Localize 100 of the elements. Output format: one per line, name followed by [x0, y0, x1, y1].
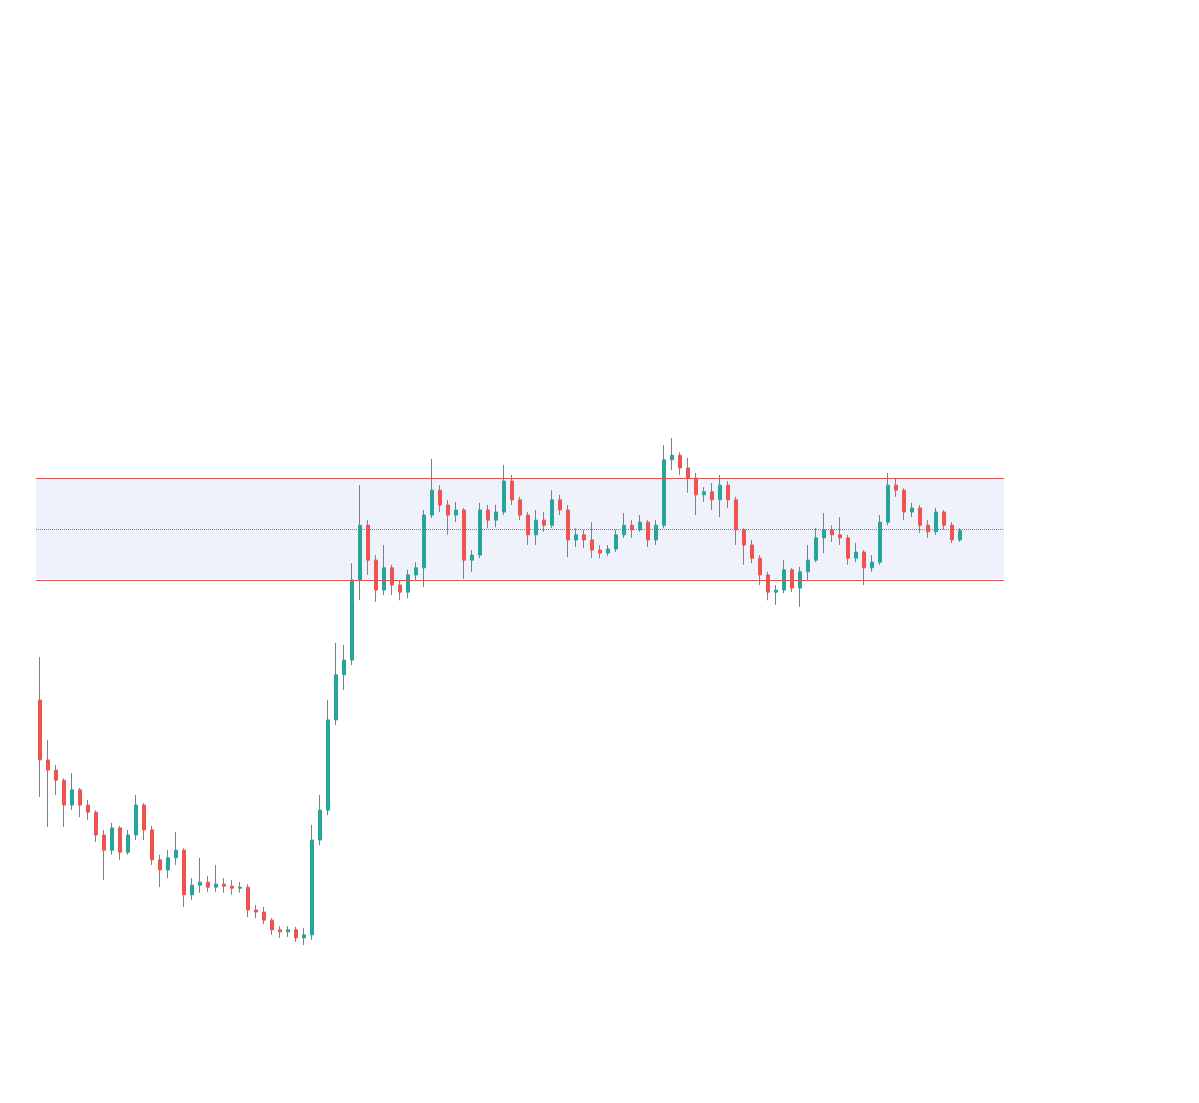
candlestick	[390, 564, 394, 596]
candlestick	[526, 511, 530, 546]
candlestick	[846, 534, 850, 566]
candlestick	[62, 777, 66, 828]
candlestick	[806, 544, 810, 581]
candlestick	[734, 496, 738, 546]
candlestick	[326, 699, 330, 816]
candlestick	[366, 519, 370, 576]
candlestick	[206, 875, 210, 893]
candlestick	[766, 571, 770, 601]
candlestick	[166, 849, 170, 879]
candlestick	[286, 925, 290, 938]
candlestick	[294, 926, 298, 943]
candlestick	[126, 829, 130, 856]
candlestick	[502, 464, 506, 516]
candlestick	[726, 480, 730, 509]
candlestick	[710, 482, 714, 511]
candlestick	[694, 472, 698, 516]
candlestick	[262, 906, 266, 925]
candlestick	[702, 486, 706, 503]
candlestick	[838, 516, 842, 546]
candlestick	[70, 772, 74, 811]
candlestick	[86, 799, 90, 821]
candlestick	[830, 524, 834, 543]
candlestick	[590, 521, 594, 559]
candlestick	[718, 474, 722, 518]
candlestick	[246, 883, 250, 918]
candlestick	[486, 504, 490, 529]
candlestick	[150, 825, 154, 866]
candlestick	[182, 847, 186, 908]
candlestick	[318, 794, 322, 846]
candlestick	[54, 764, 58, 796]
candlestick	[110, 822, 114, 856]
candlestick	[542, 511, 546, 533]
candlestick	[406, 569, 410, 599]
candlestick	[350, 562, 354, 666]
candlestick	[614, 529, 618, 553]
candlestick	[342, 644, 346, 691]
candlestick	[230, 879, 234, 896]
candlestick	[46, 739, 50, 828]
candlestick	[606, 544, 610, 557]
candlestick	[494, 504, 498, 528]
candlestick	[598, 544, 602, 559]
candlestick	[278, 925, 282, 939]
candlestick	[582, 529, 586, 549]
candlestick	[782, 559, 786, 594]
candlestick	[670, 437, 674, 471]
candlestick	[118, 825, 122, 861]
candlestick	[510, 474, 514, 506]
candlestick	[870, 554, 874, 573]
candlestick	[94, 809, 98, 843]
candlestick	[438, 484, 442, 513]
candlestick	[558, 494, 562, 516]
candlestick	[918, 504, 922, 534]
candlestick	[254, 904, 258, 919]
candlestick	[854, 542, 858, 563]
candlestick	[686, 457, 690, 494]
candlestick	[270, 917, 274, 936]
candlestick	[566, 504, 570, 558]
candlestick	[646, 519, 650, 548]
candlestick	[190, 877, 194, 901]
candlestick	[198, 857, 202, 894]
candlestick	[398, 579, 402, 601]
candlestick	[142, 802, 146, 841]
candlestick	[462, 507, 466, 580]
candlestick	[38, 656, 42, 798]
candlestick	[758, 554, 762, 586]
candlestick	[550, 489, 554, 529]
candlestick	[214, 864, 218, 893]
candlestick	[334, 642, 338, 726]
candlestick	[158, 854, 162, 888]
candlestick	[238, 881, 242, 894]
candlestick	[310, 824, 314, 941]
candlestick	[910, 502, 914, 518]
candlestick	[902, 487, 906, 521]
candlestick	[862, 549, 866, 586]
candlestick	[454, 501, 458, 523]
candlestick	[414, 561, 418, 581]
candlestick	[446, 499, 450, 536]
candlestick	[926, 519, 930, 539]
candlestick	[222, 877, 226, 894]
candlestick	[302, 927, 306, 946]
candlestick	[518, 496, 522, 521]
candlestick	[678, 451, 682, 476]
candlestick	[894, 477, 898, 498]
candlestick	[102, 829, 106, 881]
candlestick	[382, 544, 386, 596]
candlestick	[470, 549, 474, 573]
candlestick	[430, 458, 434, 519]
candlestick	[942, 509, 946, 531]
candlestick	[134, 794, 138, 841]
candlestick	[662, 444, 666, 529]
candlestick	[774, 584, 778, 606]
candlestick	[78, 787, 82, 818]
candlestick	[950, 521, 954, 544]
candlestick	[742, 527, 746, 566]
candlestick	[374, 554, 378, 603]
candlestick	[750, 539, 754, 564]
candlestick	[790, 567, 794, 593]
candlestick	[886, 472, 890, 526]
